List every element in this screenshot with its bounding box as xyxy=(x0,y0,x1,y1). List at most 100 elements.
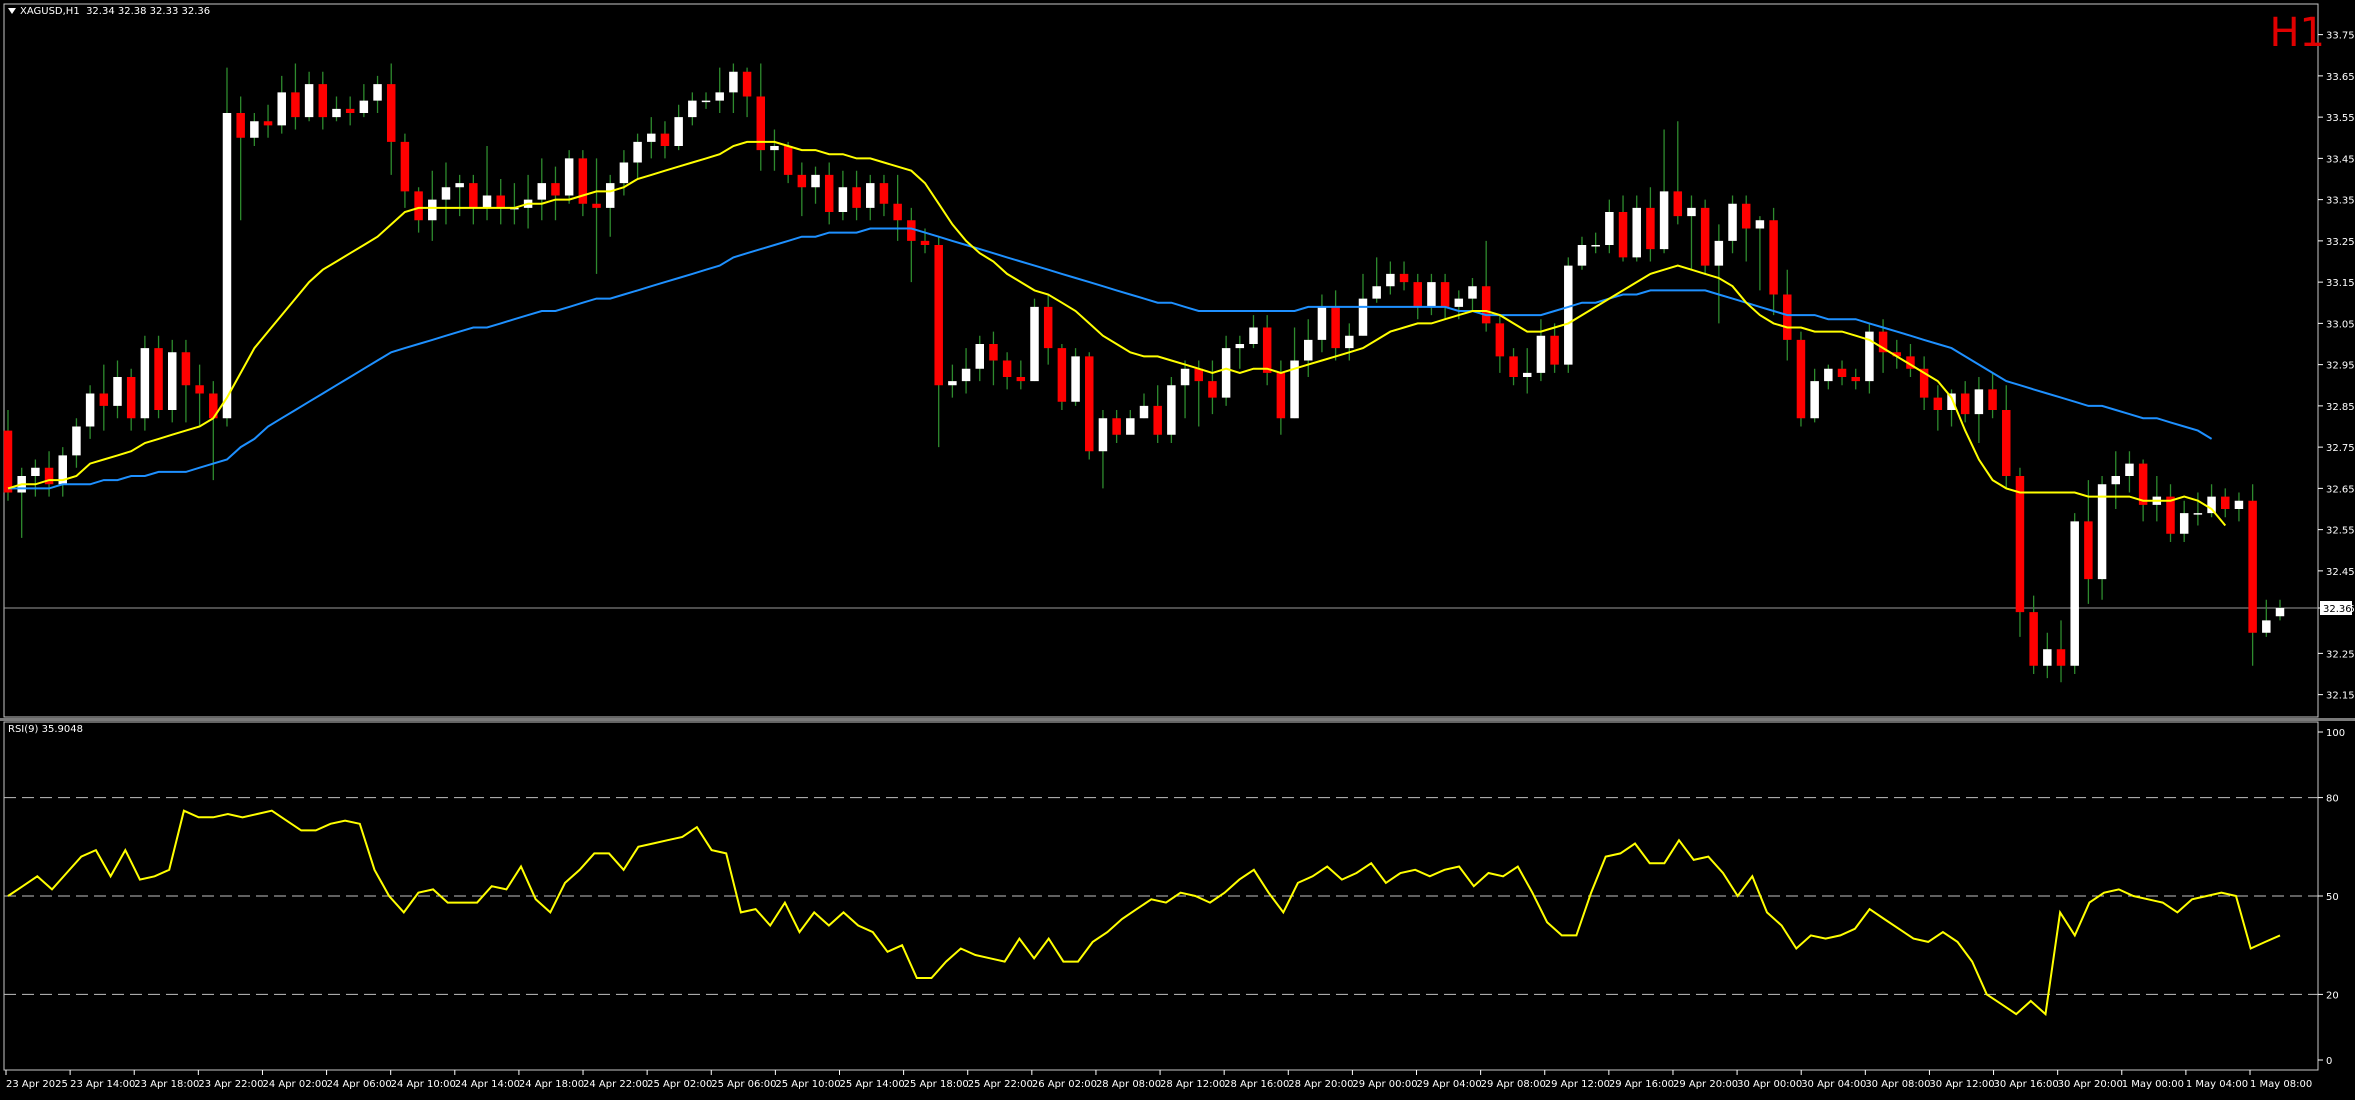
candle-bull xyxy=(1974,389,1984,415)
candle-bull xyxy=(1345,335,1354,349)
candle-bull xyxy=(250,121,259,138)
main-pane-border xyxy=(3,3,2319,718)
candle-bear xyxy=(2002,410,2011,476)
time-tick-label: 29 Apr 12:00 xyxy=(1545,1079,1610,1090)
candle-bull xyxy=(1180,368,1190,386)
time-tick-label: 25 Apr 22:00 xyxy=(968,1079,1033,1090)
rsi-tick-label: 0 xyxy=(2326,1056,2332,1067)
candle-bull xyxy=(866,183,875,208)
candle-bull xyxy=(1810,381,1819,419)
candle-bull xyxy=(1605,212,1614,245)
candle-bull xyxy=(2111,476,2121,485)
candle-bull xyxy=(1290,360,1299,419)
candle-bull xyxy=(1126,418,1135,435)
rsi-header: RSI(9) 35.9048 xyxy=(8,724,83,735)
candle-bear xyxy=(469,183,478,208)
time-tick-label: 24 Apr 06:00 xyxy=(327,1079,392,1090)
price-tick-label: 32.85 xyxy=(2326,402,2355,413)
candle-bear xyxy=(1988,389,1997,410)
candle-bear xyxy=(1550,335,1559,365)
time-tick-label: 23 Apr 18:00 xyxy=(134,1079,199,1090)
candle-bull xyxy=(537,183,547,200)
candle-bull xyxy=(1454,298,1464,307)
time-tick-label: 29 Apr 04:00 xyxy=(1417,1079,1482,1090)
candle-bull xyxy=(304,84,314,118)
candle-bear xyxy=(1331,306,1340,349)
candle-bull xyxy=(701,100,711,103)
candle-bull xyxy=(85,393,95,427)
candle-bear xyxy=(1673,191,1683,217)
candle-bull xyxy=(715,92,724,101)
candle-bull xyxy=(1728,203,1737,241)
price-tick-label: 33.05 xyxy=(2326,319,2355,330)
candle-bear xyxy=(1153,405,1162,435)
candle-bull xyxy=(975,344,985,369)
time-tick-label: 28 Apr 20:00 xyxy=(1288,1079,1353,1090)
rsi-line xyxy=(7,809,2281,1017)
candle-bear xyxy=(1399,273,1409,283)
candle-bear xyxy=(660,133,670,146)
candle-bear xyxy=(345,108,355,113)
candle-bull xyxy=(373,84,382,101)
candle-bear xyxy=(2029,612,2038,666)
time-tick-label: 29 Apr 20:00 xyxy=(1673,1079,1738,1090)
candle-bull xyxy=(332,108,341,118)
candle-bull xyxy=(2070,521,2079,666)
time-tick-label: 26 Apr 02:00 xyxy=(1032,1079,1097,1090)
candle-bull xyxy=(1071,356,1080,402)
price-tick-label: 33.35 xyxy=(2326,196,2355,207)
candle-bull xyxy=(1536,335,1546,373)
candle-bear xyxy=(1837,368,1847,377)
candle-bull xyxy=(1030,306,1039,382)
candle-bear xyxy=(126,377,136,419)
time-tick-label: 28 Apr 12:00 xyxy=(1160,1079,1225,1090)
candle-bull xyxy=(1947,393,1956,410)
candle-bear xyxy=(1906,356,1915,369)
candle-bull xyxy=(948,381,957,386)
candle-bull xyxy=(58,455,67,485)
candle-bull xyxy=(605,183,615,208)
candle-bull xyxy=(564,158,574,196)
candle-bull xyxy=(441,187,451,200)
candle-bull xyxy=(1824,368,1833,382)
dropdown-triangle-icon[interactable] xyxy=(8,8,16,14)
candle-bull xyxy=(838,187,848,212)
time-tick-label: 23 Apr 14:00 xyxy=(70,1079,135,1090)
candle-bear xyxy=(236,113,245,138)
price-tick-label: 32.25 xyxy=(2326,649,2355,660)
time-tick-label: 28 Apr 16:00 xyxy=(1224,1079,1289,1090)
price-tick-label: 32.55 xyxy=(2326,526,2355,537)
candle-bull xyxy=(619,162,629,184)
candle-bull xyxy=(688,100,697,118)
candle-bear xyxy=(1509,356,1518,377)
candle-bear xyxy=(1960,393,1970,415)
candle-bull xyxy=(961,368,971,382)
candle-bear xyxy=(1700,207,1710,266)
candle-bear xyxy=(1440,282,1450,307)
candle-bear xyxy=(99,393,109,406)
candle-bear xyxy=(989,344,998,361)
time-tick-label: 28 Apr 08:00 xyxy=(1096,1079,1161,1090)
time-tick-label: 25 Apr 10:00 xyxy=(775,1079,840,1090)
candle-bull xyxy=(2125,463,2134,476)
candle-bull xyxy=(1522,372,1532,377)
candle-bear xyxy=(44,467,54,485)
candle-bull xyxy=(647,133,656,142)
candle-bear xyxy=(1208,381,1217,398)
slow-moving-average-line xyxy=(8,227,2213,490)
candle-bull xyxy=(359,100,369,113)
time-tick-label: 30 Apr 12:00 xyxy=(1929,1079,1994,1090)
candle-bull xyxy=(770,146,779,151)
candle-bear xyxy=(592,203,601,208)
ohlc-values: 32.34 32.38 32.33 32.36 xyxy=(86,6,211,17)
time-tick-label: 1 May 00:00 xyxy=(2122,1079,2184,1090)
candle-bear xyxy=(1618,212,1628,258)
candle-bull xyxy=(729,71,738,93)
candle-bull xyxy=(2179,513,2189,534)
candle-bear xyxy=(756,96,766,151)
time-tick-label: 30 Apr 04:00 xyxy=(1801,1079,1866,1090)
time-tick-label: 30 Apr 00:00 xyxy=(1737,1079,1802,1090)
price-tick-label: 32.15 xyxy=(2326,691,2355,702)
candle-bear xyxy=(1481,286,1491,324)
